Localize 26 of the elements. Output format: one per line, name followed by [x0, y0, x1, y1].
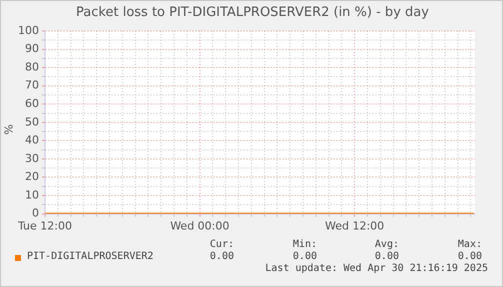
y-tick-label: 30 [24, 152, 39, 165]
y-tick-label: 20 [24, 170, 39, 184]
y-tick-label: 50 [24, 115, 39, 128]
y-tick-label: 40 [24, 134, 39, 147]
y-tick-label: 80 [24, 60, 39, 74]
chart-title: Packet loss to PIT-DIGITALPROSERVER2 (in %) - by day [75, 5, 430, 20]
x-tick-label: Wed 12:00 [325, 219, 384, 232]
y-tick-label: 70 [24, 78, 39, 92]
text: Last update: Wed Apr 30 21:16:19 2025 [265, 263, 488, 274]
y-axis-title: % [2, 124, 16, 135]
text: 0.00 [292, 251, 317, 262]
y-tick-label: 0 [32, 206, 39, 220]
text: 0.00 [374, 251, 399, 262]
x-tick-label: Tue 12:00 [16, 219, 72, 232]
x-tick-label: Wed 00:00 [170, 219, 230, 232]
text: Avg: [374, 239, 399, 250]
text: Cur: [210, 239, 234, 250]
y-tick-label: 90 [24, 42, 39, 56]
legend-label: PIT-DIGITALPROSERVER2 [27, 251, 154, 262]
text: 0.00 [210, 251, 234, 262]
y-tick-label: 10 [24, 188, 39, 202]
y-tick-label: 60 [24, 96, 39, 110]
text: Max: [458, 239, 482, 250]
y-tick-label: 100 [18, 24, 39, 37]
text: 0.00 [458, 251, 482, 262]
text: Min: [292, 239, 317, 250]
